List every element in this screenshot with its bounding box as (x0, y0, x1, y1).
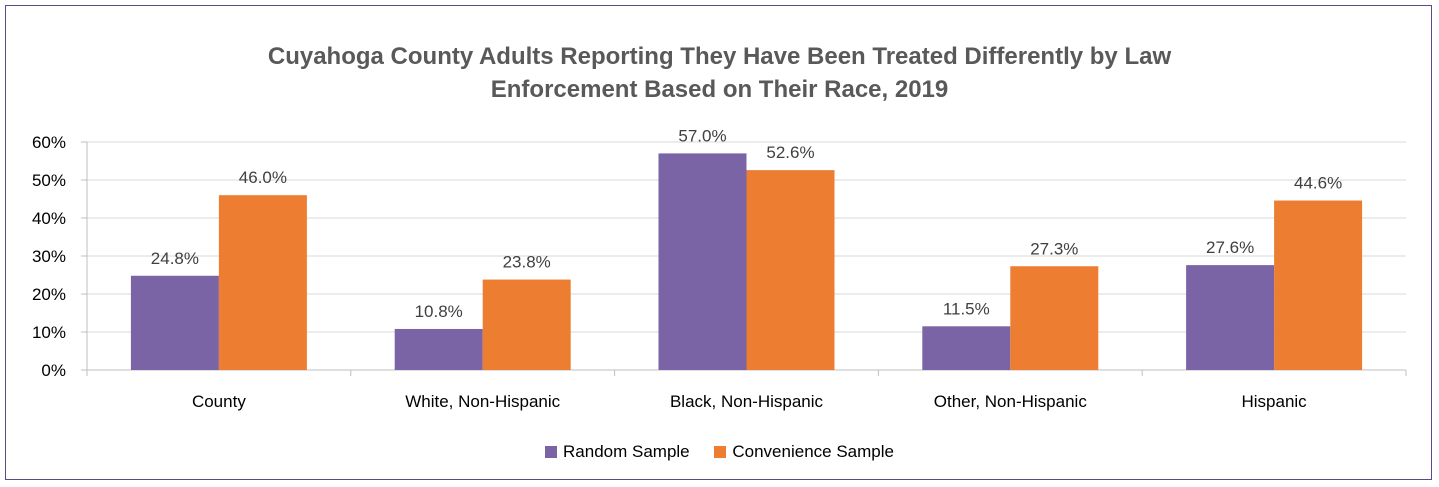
x-category-label: Black, Non-Hispanic (670, 392, 824, 411)
data-label: 23.8% (503, 253, 551, 272)
legend-swatch-convenience (714, 446, 727, 458)
data-label: 44.6% (1294, 174, 1342, 193)
y-tick-label: 50% (32, 171, 66, 190)
bar (1186, 265, 1275, 370)
chart-title-line-2: Enforcement Based on Their Race, 2019 (490, 76, 949, 103)
legend-item-random: Random Sample (545, 442, 690, 462)
data-label: 46.0% (239, 168, 287, 187)
x-category-label: White, Non-Hispanic (405, 392, 560, 411)
bar (394, 328, 483, 370)
chart-title: Cuyahoga County Adults Reporting They Ha… (0, 40, 1439, 106)
chart-title-line-1: Cuyahoga County Adults Reporting They Ha… (267, 43, 1172, 70)
y-tick-label: 0% (41, 361, 66, 380)
bar (482, 279, 571, 370)
data-label: 57.0% (678, 126, 726, 145)
y-tick-label: 20% (32, 285, 66, 304)
bar (746, 170, 835, 370)
y-tick-label: 40% (32, 209, 66, 228)
legend-swatch-random (545, 446, 558, 458)
y-tick-label: 10% (32, 323, 66, 342)
data-label: 11.5% (943, 299, 990, 318)
data-label: 27.6% (1206, 238, 1254, 257)
bar (658, 153, 747, 370)
bar (1010, 266, 1099, 370)
data-label: 10.8% (415, 302, 463, 321)
x-category-label: County (192, 392, 246, 411)
bar (218, 195, 307, 370)
legend-label-convenience: Convenience Sample (732, 442, 894, 461)
x-category-label: Other, Non-Hispanic (934, 392, 1088, 411)
data-label: 24.8% (151, 249, 199, 268)
bar (922, 326, 1011, 370)
legend-item-convenience: Convenience Sample (714, 442, 894, 462)
data-label: 52.6% (766, 143, 814, 162)
legend: Random Sample Convenience Sample (0, 442, 1439, 463)
y-tick-label: 30% (32, 247, 66, 266)
bar (130, 275, 219, 370)
data-label: 27.3% (1030, 239, 1078, 258)
legend-label-random: Random Sample (563, 442, 690, 461)
y-tick-label: 60% (32, 133, 66, 152)
x-category-label: Hispanic (1241, 392, 1307, 411)
bar (1274, 200, 1363, 370)
